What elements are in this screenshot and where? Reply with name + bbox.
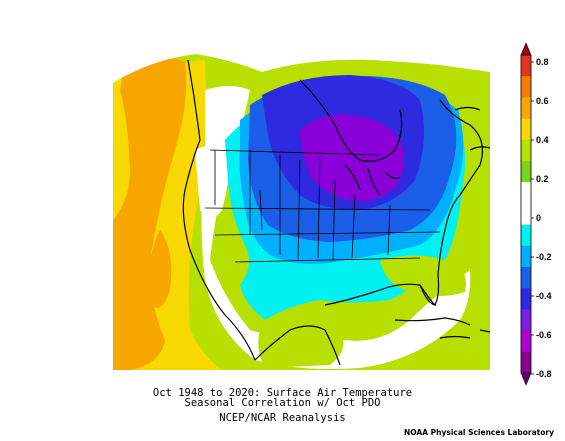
colorbar-tick-label: -0.2: [536, 252, 552, 262]
figure-subtitle: NCEP/NCAR Reanalysis: [219, 412, 346, 424]
field-neutral: [201, 86, 471, 369]
hudson-bay-coast: [299, 79, 403, 162]
colorbar-segment: [521, 139, 531, 162]
field-neutral-west: [195, 145, 232, 218]
mexico-coastline: [254, 325, 341, 366]
state-borders: [204, 149, 441, 263]
colorbar-segment: [521, 330, 531, 353]
colorbar-tick-label: 0.4: [536, 135, 549, 145]
field-positive-orange: [113, 56, 187, 370]
correlation-field: [113, 54, 490, 370]
credit-label: NOAA Physical Sciences Laboratory: [403, 428, 554, 437]
colorbar-segment: [521, 288, 531, 310]
caribbean-islands: [394, 317, 491, 339]
colorbar-segment: [521, 118, 531, 141]
colorbar-tick-label: -0.4: [536, 291, 552, 301]
colorbar: 0.8 0.6 0.4 0.2 0 -0.2 -0.4 -0.6 -0.8: [520, 42, 552, 386]
colorbar-segment: [521, 203, 531, 226]
pacific-coastline: [182, 59, 256, 361]
colorbar-segment: [521, 182, 531, 204]
figure-title-line2: Seasonal Correlation w/ Oct PDO: [184, 397, 381, 409]
colorbar-bottom-arrow: [520, 372, 532, 386]
colorbar-tick-label: 0: [536, 213, 541, 223]
figure-title-line1: Oct 1948 to 2020: Surface Air Temperatur…: [152, 387, 413, 399]
colorbar-segment: [521, 267, 531, 289]
field-southeast-positive: [380, 255, 466, 296]
colorbar-tick-label: -0.8: [536, 369, 552, 379]
colorbar-top-arrow: [520, 42, 532, 56]
field-california-positive: [147, 230, 172, 308]
state-borders-vertical: [214, 150, 391, 259]
colorbar-tick-label: -0.6: [536, 330, 552, 340]
colorbar-segment: [521, 97, 531, 120]
florida-outline: [419, 284, 437, 306]
colorbar-segment: [521, 76, 531, 98]
colorbar-segment: [521, 309, 531, 332]
field-mexico-positive: [258, 325, 344, 368]
great-lakes: [344, 164, 401, 196]
colorbar-segment: [521, 245, 531, 268]
colorbar-segment: [521, 351, 531, 374]
colorbar-tick-label: 0.8: [536, 57, 549, 67]
colorbar-segment: [521, 55, 531, 77]
field-strongest-negative: [300, 114, 404, 202]
coastlines: [182, 59, 491, 366]
atlantic-coastline: [324, 99, 483, 307]
colorbar-tick-label: 0.6: [536, 96, 549, 106]
maritime-outline: [454, 106, 491, 151]
colorbar-tick-label: 0.2: [536, 174, 549, 184]
colorbar-segment: [521, 224, 531, 247]
colorbar-segment: [521, 161, 531, 183]
